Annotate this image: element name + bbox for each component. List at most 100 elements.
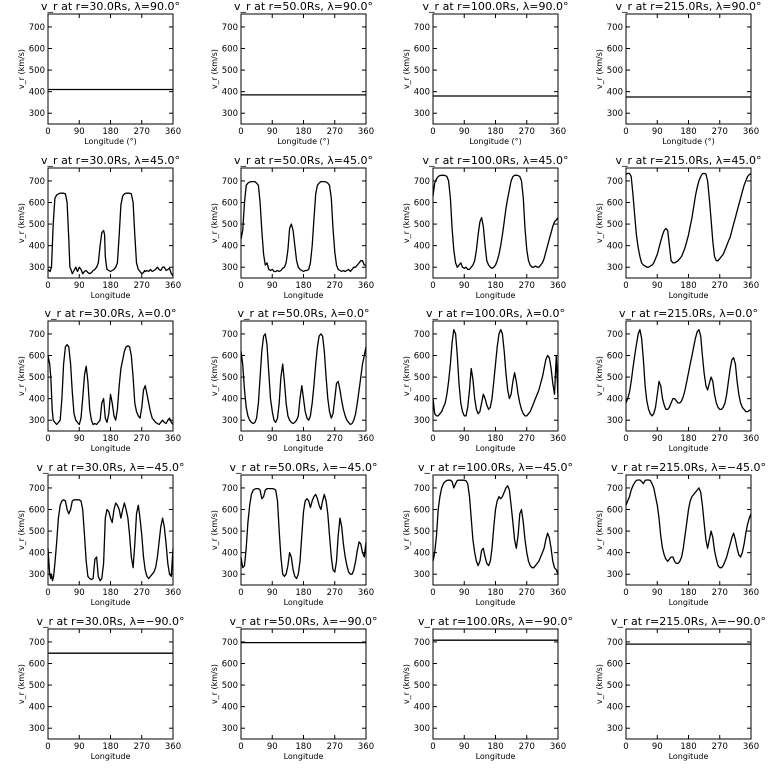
x-tick-label: 360	[743, 588, 759, 598]
x-axis-label: Longitude	[669, 291, 709, 300]
x-axis-label: Longitude	[476, 444, 516, 453]
chart-panel-14: v_r at r=50.0Rs, λ=−45.0° 0 90 180 270 360 300…	[210, 461, 378, 607]
plot-frame	[432, 13, 559, 125]
chart-panel-16: v_r at r=215.0Rs, λ=−45.0° 0 90 180 270 360 30…	[595, 461, 766, 607]
plot-frame	[240, 628, 367, 740]
x-tick-label: 270	[519, 588, 535, 598]
y-tick-label: 600	[222, 506, 238, 516]
y-tick-label: 400	[607, 242, 623, 252]
chart-panel-13: v_r at r=30.0Rs, λ=−45.0° 0 90 180 270 360 300…	[17, 461, 185, 607]
chart-panel-20: v_r at r=215.0Rs, λ=−90.0° 0 90 180 270 360 30…	[595, 615, 766, 761]
x-tick-label: 180	[295, 127, 311, 137]
y-tick-label: 700	[29, 330, 45, 340]
y-tick-label: 300	[222, 570, 238, 580]
y-tick-label: 700	[607, 330, 623, 340]
x-tick-label: 180	[487, 434, 503, 444]
x-tick-label: 90	[74, 281, 85, 291]
y-tick-label: 700	[222, 330, 238, 340]
vr-series-line	[432, 328, 559, 417]
panel-title: v_r at r=100.0Rs, λ=45.0°	[423, 154, 569, 167]
x-tick-label: 180	[487, 127, 503, 137]
x-tick-label: 270	[327, 127, 343, 137]
y-tick-label: 300	[222, 724, 238, 734]
vr-series-line	[432, 174, 559, 271]
x-tick-label: 270	[327, 434, 343, 444]
x-tick-label: 180	[102, 127, 118, 137]
y-tick-label: 300	[607, 724, 623, 734]
y-tick-label: 700	[607, 484, 623, 494]
plot-frame	[432, 474, 559, 586]
x-axis-label: Longitude	[669, 598, 709, 607]
y-tick-label: 400	[222, 549, 238, 559]
x-tick-label: 0	[430, 588, 435, 598]
chart-panel-10: v_r at r=50.0Rs, λ=0.0° 0 90 180 270 360 300 40…	[210, 307, 374, 453]
plot-frame	[625, 167, 752, 279]
y-tick-label: 400	[607, 88, 623, 98]
y-tick-label: 300	[414, 724, 430, 734]
chart-panel-2: v_r at r=50.0Rs, λ=90.0° 0 90 180 270 360 300 4…	[210, 0, 374, 146]
x-axis-label: Longitude (°)	[662, 137, 715, 146]
y-tick-label: 700	[607, 23, 623, 33]
x-tick-label: 90	[459, 127, 470, 137]
x-tick-label: 360	[358, 588, 374, 598]
x-tick-label: 90	[267, 281, 278, 291]
y-tick-label: 400	[607, 395, 623, 405]
y-tick-label: 500	[29, 373, 45, 383]
x-tick-label: 90	[652, 127, 663, 137]
y-tick-label: 400	[414, 395, 430, 405]
y-tick-label: 700	[607, 638, 623, 648]
x-tick-label: 0	[430, 127, 435, 137]
y-tick-label: 300	[222, 263, 238, 273]
y-tick-label: 600	[29, 660, 45, 670]
x-tick-label: 0	[45, 588, 50, 598]
panel-title: v_r at r=30.0Rs, λ=45.0°	[41, 154, 180, 167]
x-tick-label: 90	[459, 281, 470, 291]
vr-series-line	[625, 479, 752, 569]
y-tick-label: 400	[29, 395, 45, 405]
y-tick-label: 700	[607, 177, 623, 187]
x-tick-label: 180	[487, 742, 503, 752]
x-tick-label: 360	[165, 588, 181, 598]
y-tick-label: 300	[29, 570, 45, 580]
y-tick-label: 500	[607, 527, 623, 537]
panel-title: v_r at r=30.0Rs, λ=90.0°	[41, 0, 180, 13]
x-tick-label: 180	[680, 742, 696, 752]
y-axis-label: v_r (km/s)	[595, 49, 604, 89]
vr-series-line	[47, 344, 174, 426]
y-tick-label: 400	[414, 242, 430, 252]
y-tick-label: 600	[607, 45, 623, 55]
y-tick-label: 500	[222, 527, 238, 537]
x-tick-label: 270	[134, 742, 150, 752]
chart-panel-17: v_r at r=30.0Rs, λ=−90.0° 0 90 180 270 360 300…	[17, 615, 185, 761]
vr-series-line	[625, 172, 752, 268]
chart-panel-18: v_r at r=50.0Rs, λ=−90.0° 0 90 180 270 360 300…	[210, 615, 378, 761]
y-tick-label: 300	[29, 263, 45, 273]
y-tick-label: 300	[222, 416, 238, 426]
y-tick-label: 300	[222, 109, 238, 119]
x-tick-label: 360	[550, 588, 566, 598]
y-tick-label: 600	[607, 660, 623, 670]
panel-title: v_r at r=30.0Rs, λ=0.0°	[45, 307, 177, 320]
chart-panel-3: v_r at r=100.0Rs, λ=90.0° 0 90 180 270 360 300…	[402, 0, 568, 146]
x-tick-label: 180	[102, 434, 118, 444]
x-tick-label: 360	[743, 434, 759, 444]
x-tick-label: 360	[358, 434, 374, 444]
x-tick-label: 180	[680, 434, 696, 444]
y-axis-label: v_r (km/s)	[595, 664, 604, 704]
y-tick-label: 500	[29, 66, 45, 76]
x-tick-label: 360	[743, 127, 759, 137]
x-tick-label: 0	[623, 588, 628, 598]
y-tick-label: 400	[607, 703, 623, 713]
y-tick-label: 500	[607, 220, 623, 230]
y-axis-label: v_r (km/s)	[210, 203, 219, 243]
y-tick-label: 700	[29, 177, 45, 187]
y-tick-label: 300	[29, 109, 45, 119]
panel-title: v_r at r=100.0Rs, λ=90.0°	[423, 0, 569, 13]
y-tick-label: 400	[222, 395, 238, 405]
y-tick-label: 700	[222, 638, 238, 648]
x-tick-label: 180	[680, 588, 696, 598]
panel-title: v_r at r=50.0Rs, λ=−90.0°	[229, 615, 377, 628]
y-tick-label: 600	[222, 660, 238, 670]
y-tick-label: 400	[29, 88, 45, 98]
